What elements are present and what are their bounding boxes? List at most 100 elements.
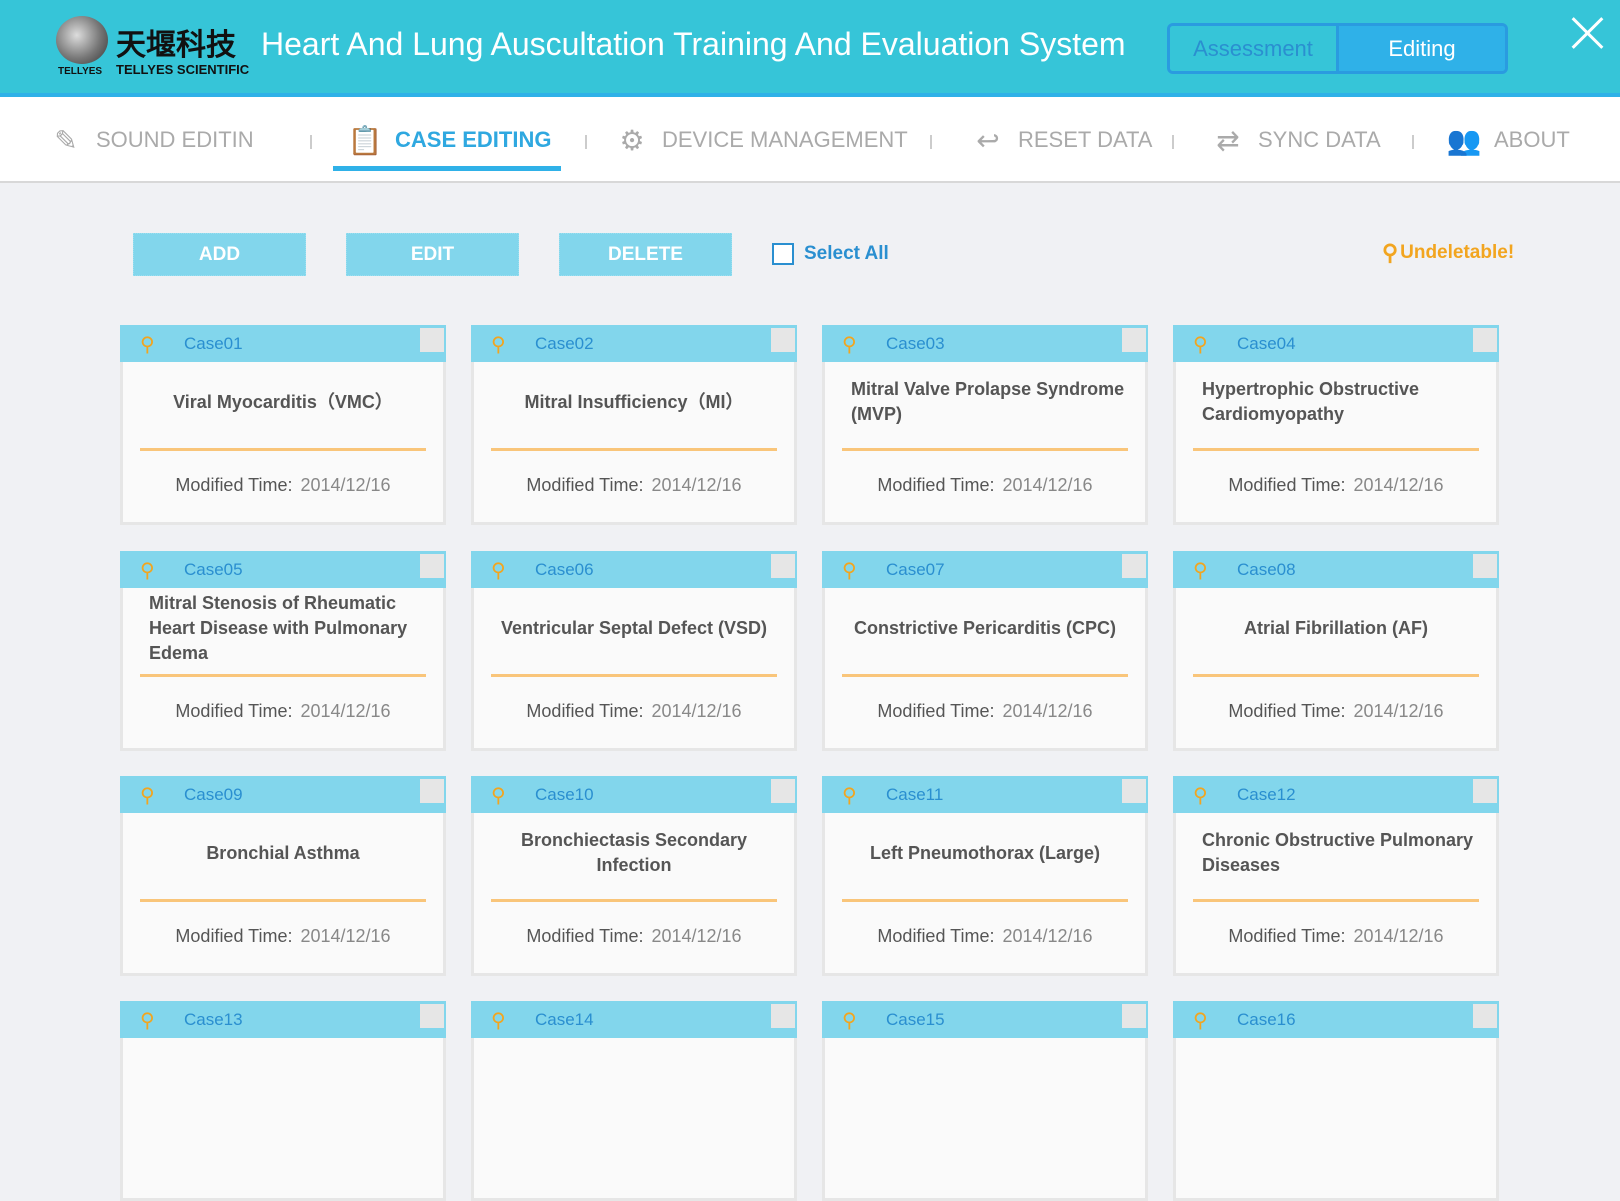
case-id: Case09	[184, 784, 243, 804]
modified-time: Modified Time: 2014/12/16	[526, 701, 742, 721]
case-card[interactable]: ⚲ Case10 Bronchiectasis Secondary Infectio…	[471, 776, 797, 976]
reset-icon: ↩	[976, 124, 1000, 156]
case-card-header: ⚲ Case08	[1173, 551, 1499, 588]
nav-tab-sound-editin[interactable]: ✎ SOUND EDITIN	[50, 97, 254, 183]
case-id: Case14	[535, 1009, 594, 1029]
add-button[interactable]: ADD	[133, 233, 306, 276]
case-card[interactable]: ⚲ Case08 Atrial Fibrillation (AF) Modified …	[1173, 551, 1499, 751]
case-card[interactable]: ⚲ Case06 Ventricular Septal Defect (VSD) Mo…	[471, 551, 797, 751]
case-checkbox[interactable]	[1122, 554, 1146, 578]
case-title: Hypertrophic Obstructive Cardiomyopathy	[1202, 379, 1420, 424]
case-checkbox[interactable]	[1122, 328, 1146, 352]
select-all[interactable]: Select All	[772, 243, 889, 265]
case-checkbox[interactable]	[1122, 1004, 1146, 1028]
nav-tab-about[interactable]: 👥 ABOUT	[1446, 97, 1570, 183]
delete-button[interactable]: DELETE	[559, 233, 732, 276]
case-id: Case16	[1237, 1009, 1296, 1029]
modified-time: Modified Time: 2014/12/16	[526, 475, 742, 495]
case-checkbox[interactable]	[771, 554, 795, 578]
case-title: Bronchial Asthma	[206, 842, 360, 863]
case-checkbox[interactable]	[771, 328, 795, 352]
case-card-header: ⚲ Case04	[1173, 325, 1499, 362]
mode-toggle: Assessment Editing	[1167, 23, 1508, 74]
case-card-header: ⚲ Case15	[822, 1001, 1148, 1038]
nav-bar: ✎ SOUND EDITIN 📋 CASE EDITING ⚙ DEVICE MANAGE…	[0, 97, 1620, 183]
modified-time: Modified Time: 2014/12/16	[877, 926, 1093, 946]
modified-time: Modified Time: 2014/12/16	[877, 701, 1093, 721]
case-checkbox[interactable]	[420, 1004, 444, 1028]
case-title: Mitral Valve Prolapse Syndrome (MVP)	[851, 379, 1125, 424]
nav-tab-reset-data[interactable]: ↩ RESET DATA	[972, 97, 1152, 183]
case-card[interactable]: ⚲ Case03 Mitral Valve Prolapse Syndrome (M…	[822, 325, 1148, 525]
pin-icon: ⚲	[1193, 782, 1208, 807]
nav-tab-case-editing[interactable]: 📋 CASE EDITING	[332, 97, 562, 183]
case-card[interactable]: ⚲ Case15	[822, 1001, 1148, 1201]
pin-icon: ⚲	[842, 557, 857, 582]
clipboard-icon: 📋	[347, 124, 383, 156]
modified-date: 2014/12/16	[300, 701, 391, 721]
case-card-header: ⚲ Case01	[120, 325, 446, 362]
case-card[interactable]: ⚲ Case02 Mitral Insufficiency（MI） Modified …	[471, 325, 797, 525]
case-card[interactable]: ⚲ Case16	[1173, 1001, 1499, 1201]
divider	[1193, 448, 1479, 451]
case-checkbox[interactable]	[771, 779, 795, 803]
modified-date: 2014/12/16	[1002, 701, 1093, 721]
mode-assessment-button[interactable]: Assessment	[1170, 26, 1339, 71]
modified-time: Modified Time: 2014/12/16	[526, 926, 742, 946]
case-id: Case05	[184, 559, 243, 579]
app-header: TELLYES 天堰科技 TELLYES SCIENTIFIC Heart An…	[0, 0, 1620, 97]
nav-tab-label: SYNC DATA	[1258, 127, 1381, 152]
case-id: Case10	[535, 784, 594, 804]
case-checkbox[interactable]	[1122, 779, 1146, 803]
edit-button[interactable]: EDIT	[346, 233, 519, 276]
nav-tab-label: DEVICE MANAGEMENT	[662, 127, 908, 152]
case-checkbox[interactable]	[1473, 1004, 1497, 1028]
divider	[491, 674, 777, 677]
case-card[interactable]: ⚲ Case12 Chronic Obstructive Pulmonary Dis…	[1173, 776, 1499, 976]
case-id: Case11	[886, 784, 944, 804]
modified-date: 2014/12/16	[1353, 475, 1444, 495]
case-id: Case12	[1237, 784, 1296, 804]
case-id: Case01	[184, 333, 243, 353]
nav-tab-sync-data[interactable]: ⇄ SYNC DATA	[1212, 97, 1381, 183]
modified-date: 2014/12/16	[651, 475, 742, 495]
nav-separator	[585, 135, 587, 149]
case-card[interactable]: ⚲ Case14	[471, 1001, 797, 1201]
nav-tab-label: RESET DATA	[1018, 127, 1153, 152]
nav-tab-label: ABOUT	[1494, 127, 1570, 152]
pin-icon: ⚲	[842, 1007, 857, 1032]
case-checkbox[interactable]	[420, 779, 444, 803]
case-id: Case15	[886, 1009, 945, 1029]
case-card-header: ⚲ Case11	[822, 776, 1148, 813]
case-checkbox[interactable]	[1473, 328, 1497, 352]
case-checkbox[interactable]	[771, 1004, 795, 1028]
mode-editing-button[interactable]: Editing	[1339, 26, 1505, 71]
users-icon: 👥	[1446, 124, 1482, 156]
case-card-header: ⚲ Case13	[120, 1001, 446, 1038]
modified-time: Modified Time: 2014/12/16	[175, 926, 391, 946]
case-card[interactable]: ⚲ Case07 Constrictive Pericarditis (CPC) Mo…	[822, 551, 1148, 751]
brand-cn: 天堰科技	[116, 28, 236, 63]
case-card[interactable]: ⚲ Case04 Hypertrophic Obstructive Cardiomy…	[1173, 325, 1499, 525]
pin-icon: ⚲	[1193, 557, 1208, 582]
case-checkbox[interactable]	[420, 328, 444, 352]
divider	[491, 448, 777, 451]
pin-icon: ⚲	[491, 782, 506, 807]
nav-separator	[1412, 135, 1414, 149]
case-checkbox[interactable]	[420, 554, 444, 578]
close-icon[interactable]	[1570, 16, 1604, 50]
case-card[interactable]: ⚲ Case09 Bronchial Asthma Modified Time: 201…	[120, 776, 446, 976]
case-title: Mitral Stenosis of Rheumatic Heart Disea…	[149, 592, 408, 663]
case-card[interactable]: ⚲ Case13	[120, 1001, 446, 1201]
modified-time: Modified Time: 2014/12/16	[1228, 475, 1444, 495]
case-card[interactable]: ⚲ Case11 Left Pneumothorax (Large) Modified…	[822, 776, 1148, 976]
select-all-checkbox[interactable]	[772, 243, 794, 265]
case-card[interactable]: ⚲ Case01 Viral Myocarditis（VMC） Modified Ti…	[120, 325, 446, 525]
nav-tab-label: SOUND EDITIN	[96, 127, 254, 152]
case-checkbox[interactable]	[1473, 554, 1497, 578]
modified-date: 2014/12/16	[651, 701, 742, 721]
case-checkbox[interactable]	[1473, 779, 1497, 803]
case-title: Left Pneumothorax (Large)	[869, 842, 1101, 863]
nav-tab-device-management[interactable]: ⚙ DEVICE MANAGEMENT	[616, 97, 908, 183]
case-card[interactable]: ⚲ Case05 Mitral Stenosis of Rheumatic Hear…	[120, 551, 446, 751]
